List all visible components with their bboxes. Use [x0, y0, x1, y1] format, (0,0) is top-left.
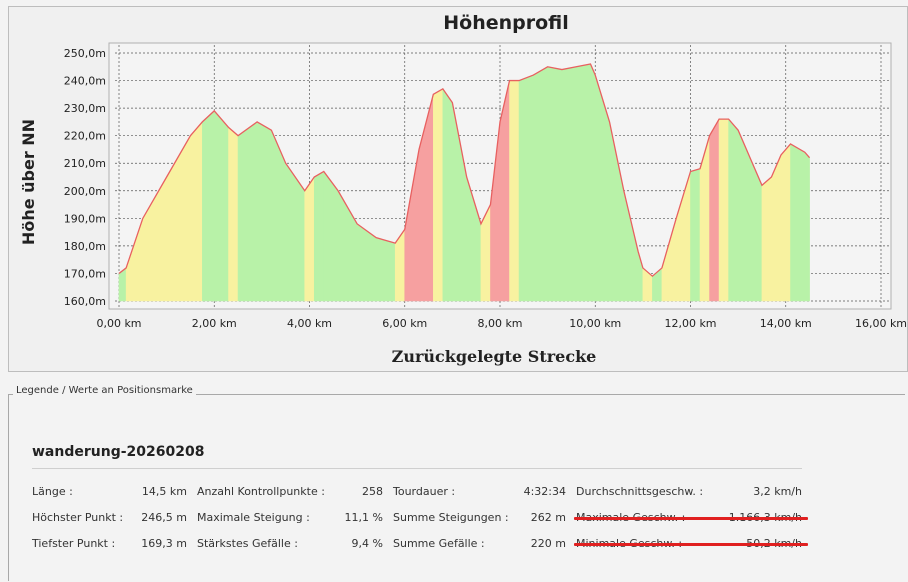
x-tick-label-7: 14,00 km	[760, 317, 812, 330]
x-tick-label-5: 10,00 km	[569, 317, 621, 330]
y-tick-label-0: 160,0m	[64, 295, 106, 308]
stat-value-1-0: 246,5 m	[141, 511, 187, 524]
area-segment-33	[575, 63, 591, 302]
y-tick-label-5: 210,0m	[64, 157, 106, 170]
x-tick-label-2: 4,00 km	[287, 317, 332, 330]
area-segment-46	[718, 118, 729, 302]
area-segment-14	[323, 170, 339, 302]
chart-panel: Höhenprofil 0,00 km 2,00 km 4,00 km 6,00 km…	[8, 6, 908, 372]
area-segment-17	[375, 237, 396, 302]
x-tick-label-1: 2,00 km	[192, 317, 237, 330]
stat-label-2-2: Summe Gefälle :	[393, 537, 485, 550]
track-name: wanderung-20260208	[32, 444, 205, 460]
area-segment-50	[761, 176, 772, 302]
area-segment-9	[256, 121, 272, 302]
area-segment-52	[780, 143, 791, 302]
legend-group: Legende / Werte an Positionsmarke wander…	[8, 385, 906, 581]
stat-value-0-1: 258	[362, 485, 383, 498]
elevation-line-layer	[118, 63, 811, 278]
stat-label-0-3: Durchschnittsgeschw. :	[576, 485, 704, 498]
stat-label-2-0: Tiefster Punkt :	[32, 537, 116, 550]
area-segment-12	[304, 176, 315, 302]
stat-label-0-2: Tourdauer :	[393, 485, 456, 498]
area-segment-34	[590, 63, 596, 302]
legend-frame	[8, 394, 905, 581]
stat-value-2-2: 220 m	[530, 537, 566, 550]
y-tick-label-7: 230,0m	[64, 102, 106, 115]
area-segment-29	[518, 74, 534, 302]
area-segment-21	[433, 88, 444, 302]
y-tick-label-6: 220,0m	[64, 130, 106, 143]
area-segment-8	[237, 121, 258, 302]
x-axis-label: Zurückgelegte Strecke	[392, 347, 597, 366]
stat-value-2-1: 9,4 %	[351, 537, 383, 550]
y-tick-labels: 160,0m 170,0m 180,0m 190,0m 200,0m 210,0m 220,…	[64, 47, 106, 308]
x-tick-label-8: 16,00 km	[855, 317, 907, 330]
legend-caption: Legende / Werte an Positionsmarke	[13, 385, 196, 396]
y-tick-label-3: 190,0m	[64, 212, 106, 225]
area-segment-4	[190, 121, 203, 302]
area-segment-13	[313, 170, 325, 302]
x-tick-label-0: 0,00 km	[96, 317, 141, 330]
area-segment-31	[547, 66, 563, 302]
stat-value-0-0: 14,5 km	[141, 485, 187, 498]
elevation-chart: Höhenprofil 0,00 km 2,00 km 4,00 km 6,00 km…	[19, 12, 907, 366]
y-tick-label-2: 180,0m	[64, 240, 106, 253]
area-segment-7	[228, 126, 239, 302]
stat-label-0-0: Länge :	[32, 485, 73, 498]
x-tick-label-6: 12,00 km	[664, 317, 716, 330]
stat-label-1-2: Summe Steigungen :	[393, 511, 509, 524]
area-segment-49	[752, 163, 763, 302]
y-axis-label: Höhe über NN	[19, 119, 38, 245]
area-segment-5	[202, 110, 215, 302]
area-segment-28	[509, 80, 520, 302]
strike-mark-2	[574, 543, 808, 546]
y-tick-label-1: 170,0m	[64, 267, 106, 280]
area-segment-54	[804, 151, 810, 302]
area-segment-32	[561, 66, 577, 302]
y-tick-label-4: 200,0m	[64, 185, 106, 198]
area-segment-47	[728, 118, 739, 302]
stat-value-0-2: 4:32:34	[523, 485, 566, 498]
stat-label-0-1: Anzahl Kontrollpunkte :	[197, 485, 325, 498]
area-segment-30	[533, 66, 548, 302]
x-tick-label-4: 8,00 km	[477, 317, 522, 330]
area-segment-6	[213, 110, 229, 302]
strike-mark-1	[574, 517, 808, 520]
stat-value-1-2: 262 m	[530, 511, 566, 524]
stat-value-0-3: 3,2 km/h	[753, 485, 802, 498]
y-tick-label-9: 250,0m	[64, 47, 106, 60]
stat-value-1-1: 11,1 %	[344, 511, 383, 524]
area-segment-53	[790, 143, 806, 302]
area-segment-45	[709, 118, 720, 302]
stat-label-2-1: Stärkstes Gefälle :	[197, 537, 298, 550]
chart-title: Höhenprofil	[443, 12, 569, 34]
area-segment-43	[690, 168, 701, 302]
elevation-line	[118, 63, 811, 278]
x-tick-label-3: 6,00 km	[382, 317, 427, 330]
track-name-divider	[32, 468, 802, 469]
area-segment-51	[771, 154, 782, 302]
area-segment-22	[442, 87, 453, 302]
y-tick-label-8: 240,0m	[64, 75, 106, 88]
stat-label-1-1: Maximale Steigung :	[197, 511, 310, 524]
stat-label-1-0: Höchster Punkt :	[32, 511, 124, 524]
stat-value-2-0: 169,3 m	[141, 537, 187, 550]
x-tick-labels: 0,00 km 2,00 km 4,00 km 6,00 km 8,00 km 10,00…	[96, 317, 907, 330]
